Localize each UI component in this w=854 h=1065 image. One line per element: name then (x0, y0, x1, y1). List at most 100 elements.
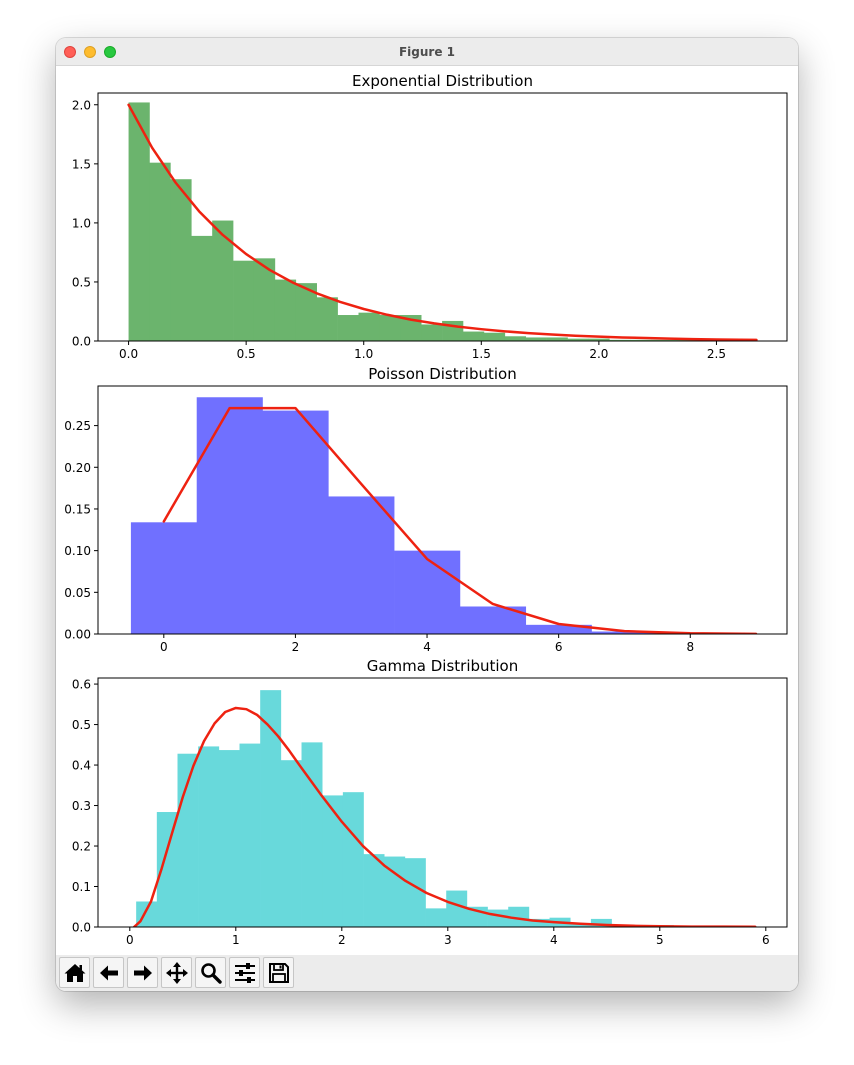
histogram-bar (446, 890, 468, 927)
histogram-bar (590, 918, 612, 927)
histogram-bar (463, 331, 485, 341)
axes-frame (97, 92, 788, 342)
y-tick-label: 0.05 (64, 586, 91, 600)
y-tick-label: 2.0 (72, 98, 91, 112)
histogram-bar (239, 743, 261, 927)
histogram-bar (425, 908, 447, 927)
home-icon (64, 964, 86, 982)
gamma-chart[interactable]: Gamma Distribution 0 1 2 3 4 5 6 0.0 0.1 0.2 0.3 0.4… (72, 657, 788, 947)
figure-canvas[interactable]: Exponential Distribution 0.0 0.5 1.0 1.5 2.0 2… (56, 66, 798, 955)
x-tick-label: 2 (292, 640, 300, 654)
histogram-bar (630, 339, 652, 341)
x-tick-label: 0 (126, 933, 134, 947)
y-tick-label: 0.5 (72, 275, 91, 289)
histogram-bar (394, 550, 461, 634)
histogram-bar (504, 336, 527, 341)
histogram-bar (525, 337, 547, 341)
histogram-bar (253, 258, 276, 341)
minimize-button[interactable] (84, 46, 96, 58)
histogram-bar (316, 297, 338, 341)
y-tick-label: 0.2 (72, 840, 91, 854)
histogram-bar (379, 315, 401, 341)
title-bar[interactable]: Figure 1 (56, 38, 798, 66)
arrow-right-icon (134, 965, 152, 981)
histogram-bar (322, 795, 344, 927)
back-button[interactable] (93, 957, 124, 988)
x-tick-label: 3 (444, 933, 452, 947)
save-icon (269, 963, 289, 983)
histogram-bar (483, 332, 506, 341)
histogram-bar (301, 742, 323, 927)
histogram-bar (508, 906, 530, 927)
x-tick-label: 5 (656, 933, 664, 947)
y-tick-label: 0.00 (64, 628, 91, 642)
x-tick-label: 0.5 (237, 347, 256, 361)
zoom-button[interactable] (195, 957, 226, 988)
chart-title: Exponential Distribution (352, 72, 533, 90)
arrow-left-icon (100, 965, 118, 981)
save-button[interactable] (263, 957, 294, 988)
histogram-bar (170, 179, 192, 341)
density-line (132, 706, 757, 927)
home-button[interactable] (59, 957, 90, 988)
histogram-bars (136, 690, 757, 927)
x-tick-label: 4 (550, 933, 558, 947)
plot-area[interactable] (130, 397, 758, 634)
chart-title: Poisson Distribution (368, 365, 516, 383)
maximize-button[interactable] (104, 46, 116, 58)
histogram-bar (128, 102, 150, 341)
histogram-bar (295, 283, 317, 341)
histogram-bar (672, 339, 694, 341)
y-tick-label: 0.5 (72, 718, 91, 732)
y-tick-label: 1.5 (72, 157, 91, 171)
histogram-bar (525, 624, 592, 634)
pan-button[interactable] (161, 957, 192, 988)
histogram-bar (233, 260, 255, 341)
histogram-bars (128, 102, 756, 341)
histogram-bar (567, 338, 589, 341)
histogram-bar (609, 339, 631, 341)
x-tick-label: 2.5 (707, 347, 726, 361)
configure-subplots-button[interactable] (229, 957, 260, 988)
histogram-bars (130, 397, 724, 634)
navigation-toolbar (56, 955, 798, 991)
window-title: Figure 1 (398, 45, 456, 59)
y-tick-label: 0.10 (64, 544, 91, 558)
plot-area[interactable] (132, 690, 757, 927)
y-tick-label: 0.0 (72, 335, 91, 349)
histogram-bar (363, 854, 385, 927)
x-tick-label: 0.0 (119, 347, 138, 361)
x-tick-label: 1.0 (354, 347, 373, 361)
axes-frame (97, 677, 788, 928)
histogram-bar (156, 812, 178, 927)
x-tick-label: 1.5 (472, 347, 491, 361)
histogram-bar (384, 856, 406, 927)
x-tick-label: 2.0 (589, 347, 608, 361)
histogram-bar (260, 690, 282, 927)
histogram-bar (198, 746, 220, 927)
x-tick-label: 4 (423, 640, 431, 654)
histogram-bar (262, 410, 329, 634)
y-tick-label: 0.25 (64, 419, 91, 433)
exponential-chart[interactable]: Exponential Distribution 0.0 0.5 1.0 1.5 2.0 2… (72, 72, 788, 361)
histogram-bar (588, 338, 610, 341)
histogram-bar (218, 750, 240, 927)
close-button[interactable] (64, 46, 76, 58)
plot-area[interactable] (127, 102, 758, 341)
histogram-bar (487, 909, 509, 927)
histogram-bar (358, 312, 380, 341)
x-tick-label: 6 (762, 933, 770, 947)
histogram-bar (528, 918, 550, 927)
histogram-bar (196, 397, 263, 634)
forward-button[interactable] (127, 957, 158, 988)
poisson-chart[interactable]: Poisson Distribution 0 2 4 6 8 0.00 0.05 0.10 0.1… (64, 365, 788, 654)
figure-window: Figure 1 Exponential Distribution 0.0 0.5 1… (56, 38, 798, 991)
histogram-bar (404, 858, 426, 927)
histogram-bar (328, 496, 395, 634)
histogram-bar (274, 279, 297, 341)
histogram-bar (342, 792, 364, 927)
x-tick-label: 2 (338, 933, 346, 947)
histogram-bar (421, 324, 443, 341)
move-icon (166, 962, 188, 984)
x-tick-label: 6 (555, 640, 563, 654)
